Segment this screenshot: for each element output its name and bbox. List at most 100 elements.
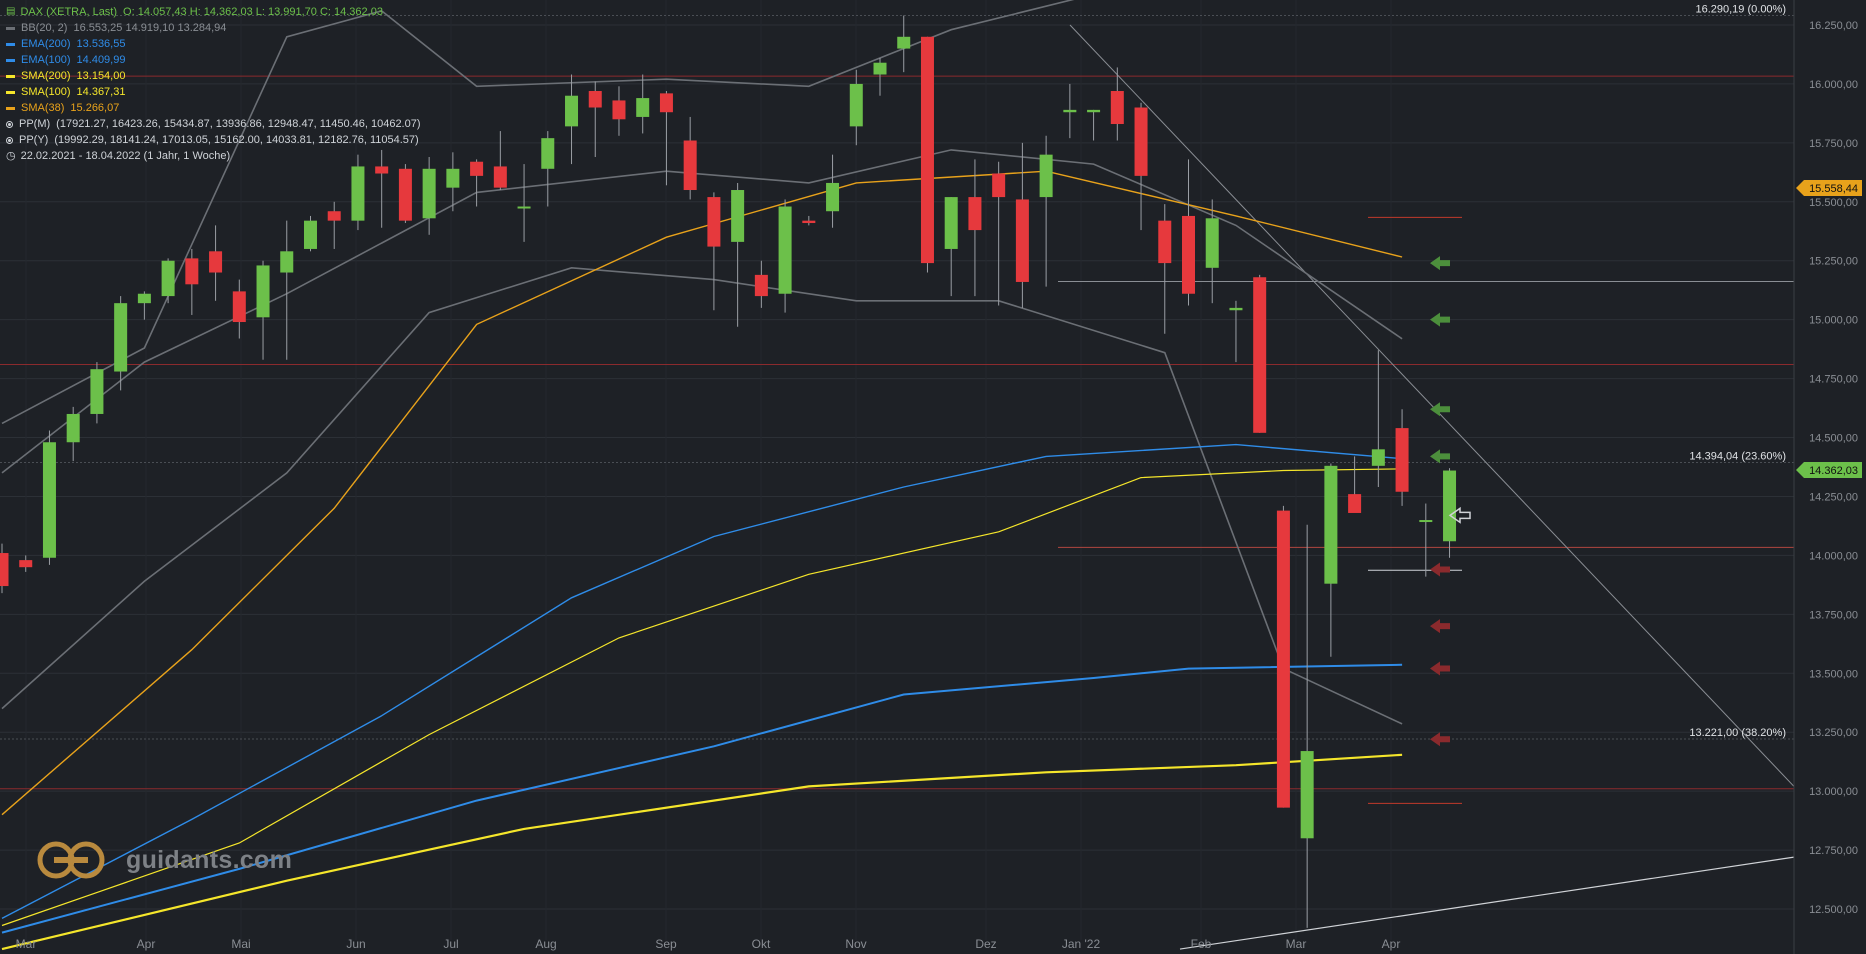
y-tick-label: 16.250,00 [1809, 20, 1858, 32]
candle-down [1348, 494, 1362, 513]
candle-up [1443, 470, 1457, 542]
candle-up [565, 95, 579, 127]
candle-up [1087, 109, 1101, 113]
x-tick-label: Sep [655, 937, 677, 951]
x-tick-label: Mar [16, 937, 37, 951]
candle-up [636, 98, 650, 117]
candle-up [944, 197, 958, 249]
candle-down [588, 91, 602, 108]
y-tick-label: 14.250,00 [1809, 491, 1858, 503]
candle-up [517, 206, 531, 209]
candle-down [1182, 215, 1195, 294]
candle-down [754, 274, 768, 297]
legend-sma100-row[interactable]: SMA(100) 14.367,31 [6, 84, 421, 100]
candle-up [114, 303, 128, 372]
candle-down [209, 251, 223, 273]
instrument-label[interactable]: DAX (XETRA, Last) [20, 6, 118, 18]
sma38-name: SMA(38) [21, 102, 65, 114]
legend-period-row[interactable]: ◷ 22.02.2021 - 18.04.2022 (1 Jahr, 1 Woc… [6, 148, 421, 164]
price-badge-label: 15.558,44 [1809, 183, 1858, 195]
bb-middle-line [1, 149, 1403, 474]
candle-up [422, 168, 436, 219]
candle-up [66, 413, 80, 443]
y-tick-label: 14.750,00 [1809, 374, 1858, 386]
candle-up [280, 251, 294, 273]
x-tick-label: Jul [443, 937, 458, 951]
candle-up [541, 138, 555, 169]
x-tick-label: Aug [535, 937, 556, 951]
ohlc-values: O: 14.057,43 H: 14.362,03 L: 13.991,70 C… [123, 6, 383, 18]
y-tick-label: 15.000,00 [1809, 315, 1858, 327]
sma200-values: 13.154,00 [76, 70, 126, 82]
legend-ppm-row[interactable]: PP(M) (17921.27, 16423.26, 15434.87, 139… [6, 116, 421, 132]
pivot-arrow-icon [1430, 256, 1450, 271]
candles [0, 15, 1457, 928]
ppm-values: (17921.27, 16423.26, 15434.87, 13936.86,… [56, 118, 421, 130]
chart-legend: ▤ DAX (XETRA, Last) O: 14.057,43 H: 14.3… [6, 4, 421, 164]
x-tick-label: Mai [231, 937, 250, 951]
y-tick-label: 12.500,00 [1809, 904, 1858, 916]
trend-line-up [1179, 856, 1795, 950]
candle-down [1276, 510, 1290, 808]
x-tick-label: Mar [1286, 937, 1307, 951]
y-tick-label: 13.250,00 [1809, 727, 1858, 739]
candle-up [1371, 449, 1385, 466]
horizontal-lines [0, 15, 1795, 950]
legend-ema100-row[interactable]: EMA(100) 14.409,99 [6, 52, 421, 68]
candle-down [1253, 277, 1267, 433]
sma100-swatch [6, 90, 15, 94]
brand-watermark: guidants.com [36, 838, 292, 882]
candle-down [707, 197, 721, 247]
fib-label: 14.394,04 (23.60%) [1689, 451, 1786, 463]
candle-up [778, 206, 792, 294]
y-tick-label: 13.750,00 [1809, 609, 1858, 621]
candle-down [493, 166, 507, 188]
pivot-arrow-icon [1430, 402, 1450, 417]
price-badge [1796, 180, 1862, 197]
candle-up [42, 442, 56, 558]
period-label: 22.02.2021 - 18.04.2022 (1 Jahr, 1 Woche… [20, 150, 231, 162]
ppy-name: PP(Y) [19, 134, 49, 146]
sma100-name: SMA(100) [21, 86, 71, 98]
candle-up [1419, 520, 1433, 523]
legend-sma38-row[interactable]: SMA(38) 15.266,07 [6, 100, 421, 116]
candle-up [90, 369, 104, 414]
bb-values: 16.553,25 14.919,10 13.284,94 [73, 22, 227, 34]
ppm-name: PP(M) [19, 118, 51, 130]
legend-ema200-row[interactable]: EMA(200) 13.536,55 [6, 36, 421, 52]
candle-down [992, 173, 1006, 198]
x-tick-label: Jan '22 [1062, 937, 1101, 951]
ema200-values: 13.536,55 [76, 38, 126, 50]
candle-down [232, 291, 246, 323]
candle-down [0, 553, 9, 587]
y-tick-label: 15.250,00 [1809, 256, 1858, 268]
x-tick-label: Feb [1191, 937, 1212, 951]
ema200-line [1, 663, 1403, 934]
chart-type-icon: ▤ [6, 6, 16, 17]
y-tick-label: 12.750,00 [1809, 845, 1858, 857]
sma200-swatch [6, 74, 15, 78]
legend-sma200-row[interactable]: SMA(200) 13.154,00 [6, 68, 421, 84]
y-tick-label: 13.000,00 [1809, 786, 1858, 798]
ema100-line [1, 443, 1403, 920]
grid [0, 24, 1794, 910]
sma38-swatch [6, 106, 15, 110]
candle-up [1063, 109, 1077, 113]
ema100-name: EMA(100) [21, 54, 71, 66]
price-axis: 12.500,00 12.750,00 13.000,00 13.250,00 13.5… [1793, 0, 1866, 954]
annotations: 16.290,19 (0.00%) 14.394,04 (23.60%) 13.22… [1430, 4, 1786, 747]
candle-up [351, 166, 365, 221]
candle-down [1110, 91, 1124, 125]
candle-up [873, 62, 887, 75]
candle-down [920, 36, 934, 264]
legend-ppy-row[interactable]: PP(Y) (19992.29, 18141.24, 17013.05, 151… [6, 132, 421, 148]
x-tick-label: Dez [975, 937, 996, 951]
y-tick-label: 14.000,00 [1809, 550, 1858, 562]
legend-bb-row[interactable]: BB(20, 2) 16.553,25 14.919,10 13.284,94 [6, 20, 421, 36]
candle-up [303, 220, 317, 249]
pivot-arrow-icon [1430, 661, 1450, 676]
candle-down [327, 211, 341, 221]
ppm-icon [6, 120, 13, 128]
candle-up [1039, 154, 1053, 198]
